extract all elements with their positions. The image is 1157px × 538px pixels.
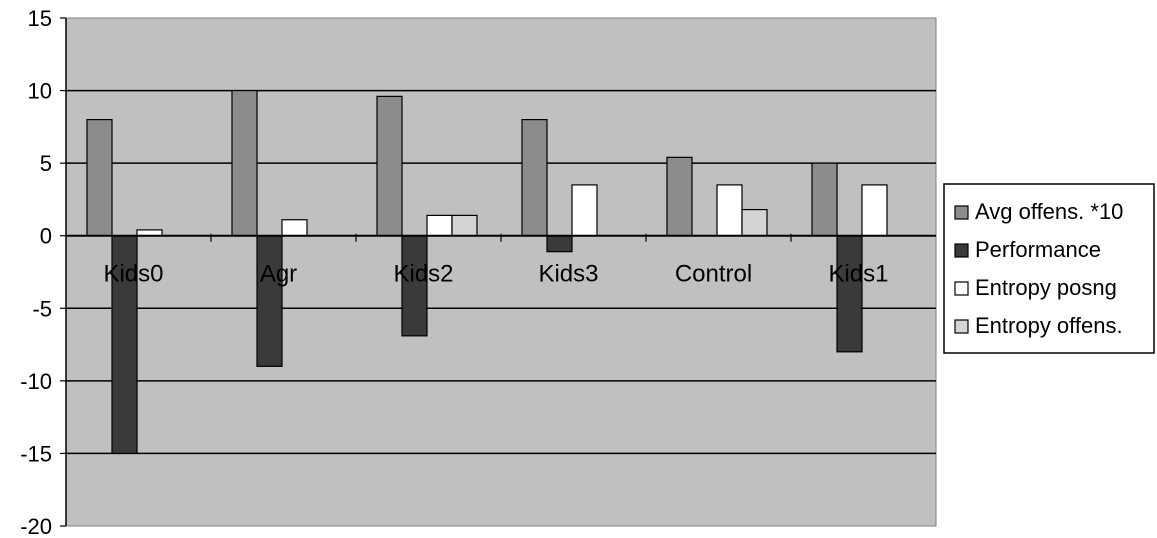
x-tick-label: Kids3 (538, 261, 598, 288)
y-tick-label: -15 (20, 441, 52, 466)
legend-label: Performance (975, 237, 1101, 262)
category-labels: Kids0 Agr Kids2 Kids3 Control Kids1 (103, 261, 888, 288)
bars (86, 89, 888, 455)
legend-box (943, 183, 1155, 354)
bar (811, 162, 838, 237)
bar (836, 235, 863, 353)
legend-label: Entropy posng (975, 275, 1117, 300)
bar (231, 89, 258, 237)
bar (521, 118, 548, 237)
y-tick-label: 15 (28, 6, 52, 31)
x-tick-label: Kids2 (393, 261, 453, 288)
bar (546, 235, 573, 253)
bar (716, 184, 743, 237)
legend-swatch (954, 319, 969, 334)
bar (281, 219, 308, 237)
x-tick-label: Control (675, 261, 752, 288)
x-tick-label: Agr (260, 261, 297, 288)
x-tick-label: Kids0 (103, 261, 163, 288)
bar (426, 214, 453, 237)
y-tick-label: 5 (40, 151, 52, 176)
legend-swatch (954, 205, 969, 220)
y-tick-label: 10 (28, 79, 52, 104)
bar (256, 235, 283, 367)
y-tick-label: 0 (40, 224, 52, 249)
y-tick-label: -5 (32, 296, 52, 321)
legend-label: Entropy offens. (975, 313, 1123, 338)
bar (111, 235, 138, 455)
bar (861, 184, 888, 237)
x-tick-label: Kids1 (828, 261, 888, 288)
legend-label: Avg offens. *10 (975, 199, 1123, 224)
bar (376, 95, 403, 237)
bar (86, 118, 113, 237)
y-tick-label: -10 (20, 369, 52, 394)
y-tick-label: -20 (20, 514, 52, 538)
plot-area (65, 17, 937, 527)
legend: Avg offens. *10 Performance Entropy posng E… (943, 183, 1155, 354)
bar (451, 214, 478, 237)
bar (666, 156, 693, 237)
bar (571, 184, 598, 237)
bar (741, 208, 768, 237)
y-axis: 15 10 5 0 -5 -10 -15 -20 (20, 6, 936, 538)
legend-swatch (954, 281, 969, 296)
legend-swatch (954, 243, 969, 258)
